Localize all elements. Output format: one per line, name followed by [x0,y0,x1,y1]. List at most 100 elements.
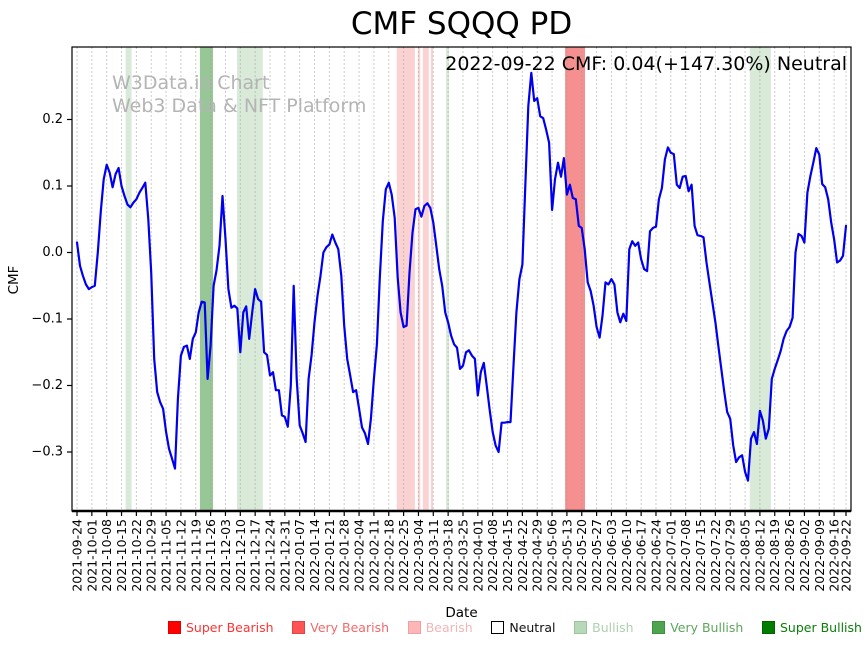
x-tick-label: 2021-10-29 [144,519,159,592]
x-tick-label: 2022-01-14 [307,519,322,592]
x-tick-label: 2022-07-01 [663,519,678,592]
x-tick-label: 2022-04-29 [530,519,545,592]
x-tick-label: 2022-07-15 [693,519,708,592]
x-tick-label: 2021-12-17 [248,519,263,592]
x-tick-label: 2022-02-04 [352,519,367,592]
legend-label: Neutral [509,620,556,635]
x-tick-label: 2022-06-03 [604,519,619,592]
x-tick-label: 2021-09-24 [70,519,85,592]
y-axis-ticks: 0.2 0.1 0.0 −0.1 −0.2 −0.3 [31,112,72,460]
y-tick-label: 0.1 [42,179,63,194]
x-tick-label: 2022-01-21 [322,519,337,592]
x-tick-label: 2022-07-08 [678,519,693,592]
x-tick-label: 2021-12-10 [233,519,248,592]
band-very-bullish [199,47,213,511]
x-tick-label: 2022-05-13 [559,519,574,592]
x-tick-label: 2022-05-20 [574,519,589,592]
x-tick-label: 2021-11-26 [203,519,218,592]
legend-item-very-bullish: Very Bullish [652,620,743,635]
x-tick-label: 2022-04-01 [470,519,485,592]
x-tick-label: 2022-06-24 [648,519,663,592]
x-axis-label: Date [445,605,478,621]
x-tick-label: 2022-02-18 [381,519,396,592]
x-tick-label: 2021-11-19 [188,519,203,592]
band-bearish [430,47,433,511]
x-tick-label: 2022-06-17 [634,519,649,592]
band-bearish [422,47,429,511]
x-tick-label: 2022-05-27 [589,519,604,592]
band-bearish [417,47,421,511]
x-tick-label: 2022-09-16 [827,519,842,592]
plot-border [71,46,852,512]
x-tick-label: 2022-09-09 [812,519,827,592]
legend-patch-icon [491,621,505,634]
x-tick-label: 2022-01-07 [292,519,307,592]
y-tick-label: 0.0 [42,245,63,260]
x-tick-label: 2022-08-05 [738,519,753,592]
x-tick-label: 2022-08-12 [752,519,767,592]
cmf-line-series [75,71,848,482]
legend-item-neutral: Neutral [491,620,555,635]
x-tick-label: 2022-04-15 [500,519,515,592]
latest-value-annotation: 2022-09-22 CMF: 0.04(+147.30%) Neutral [445,53,847,75]
x-tick-label: 2022-03-04 [411,519,426,592]
x-tick-label: 2022-04-22 [515,519,530,592]
band-bearish [396,47,415,511]
x-tick-label: 2022-01-28 [337,519,352,592]
sentiment-legend: Super Bearish Very Bearish Bearish Neutral B… [168,620,862,635]
x-tick-label: 2021-12-03 [218,519,233,592]
x-tick-label: 2021-12-24 [262,519,277,592]
x-tick-label: 2022-09-22 [839,519,854,592]
x-tick-label: 2022-02-11 [366,519,381,592]
legend-patch-icon [292,621,306,634]
legend-item-super-bearish: Super Bearish [168,620,274,635]
band-bullish [125,47,132,511]
legend-patch-icon [168,621,181,634]
x-tick-label: 2021-10-22 [129,519,144,592]
x-tick-label: 2022-08-26 [782,519,797,592]
x-tick-label: 2021-11-05 [159,519,174,592]
legend-patch-icon [652,621,666,634]
y-tick-label: −0.2 [31,378,63,393]
gridlines [76,47,847,511]
legend-patch-icon [762,621,775,634]
x-tick-label: 2022-03-18 [441,519,456,592]
legend-label: Super Bullish [780,620,862,635]
x-tick-label: 2022-07-29 [723,519,738,592]
band-very-bearish [565,47,585,511]
x-tick-label: 2022-03-11 [426,519,441,592]
y-axis-label: CMF [6,265,22,295]
cmf-polyline [75,71,848,482]
y-tick-label: −0.1 [31,312,63,327]
band-bullish [749,47,771,511]
axes-spines [71,46,852,513]
x-tick-label: 2022-06-10 [619,519,634,592]
x-tick-label: 2022-02-25 [396,519,411,592]
x-tick-label: 2021-10-08 [99,519,114,592]
x-tick-label: 2022-09-02 [797,519,812,592]
x-tick-label: 2021-11-12 [173,519,188,592]
x-axis-ticks: 2021-09-24 2021-10-01 2021-10-08 2021-10-15… [70,511,854,592]
x-tick-label: 2021-10-15 [114,519,129,592]
x-tick-label: 2022-05-06 [545,519,560,592]
y-tick-label: 0.2 [42,112,63,127]
x-tick-label: 2022-03-25 [455,519,470,592]
x-tick-label: 2022-07-22 [708,519,723,592]
x-tick-label: 2022-08-19 [767,519,782,592]
legend-label: Bullish [592,620,634,635]
x-tick-label: 2022-04-08 [485,519,500,592]
legend-label: Very Bullish [670,620,744,635]
legend-label: Bearish [425,620,473,635]
legend-label: Super Bearish [186,620,274,635]
legend-patch-icon [574,621,588,634]
legend-item-very-bearish: Very Bearish [292,620,389,635]
signal-bands [125,47,771,511]
band-bullish [446,47,450,511]
x-tick-label: 2021-12-31 [277,519,292,592]
legend-item-bearish: Bearish [407,620,473,635]
legend-item-bullish: Bullish [574,620,634,635]
legend-patch-icon [407,621,421,634]
y-tick-label: −0.3 [31,445,63,460]
